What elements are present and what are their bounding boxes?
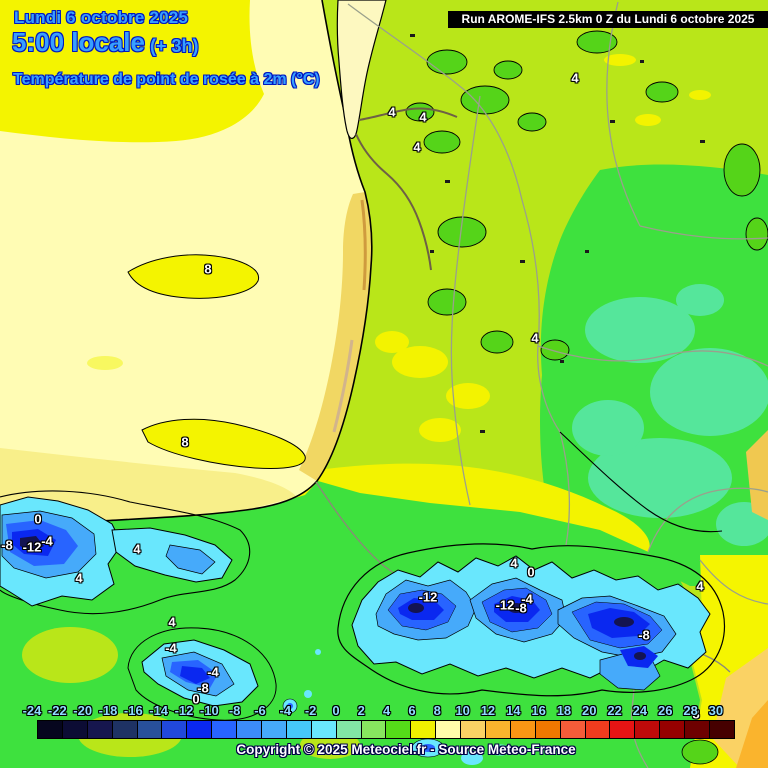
map-value-label: -12 (495, 597, 515, 613)
legend-cell (162, 721, 188, 738)
legend-cell (386, 721, 412, 738)
legend-tick: 12 (480, 703, 496, 718)
legend-cell (62, 721, 88, 738)
legend-cell (461, 721, 487, 738)
time-label: 5:00 locale (12, 27, 145, 57)
legend-cell (685, 721, 711, 738)
legend-tick: -16 (123, 703, 143, 718)
map-value-label: 4 (133, 541, 141, 557)
legend-cell (137, 721, 163, 738)
legend-tick: 28 (683, 703, 698, 718)
legend-cell (660, 721, 686, 738)
date-label: Lundi 6 octobre 2025 (14, 8, 189, 27)
legend-tick: 14 (506, 703, 521, 718)
map-value-label: -4 (165, 640, 177, 656)
map-value-label: 0 (192, 691, 200, 707)
legend-tick: 10 (455, 703, 470, 718)
map-value-label: 8 (181, 434, 189, 450)
legend-tick: 6 (408, 703, 416, 718)
legend-tick: -24 (22, 703, 42, 718)
map-value-label: 4 (388, 104, 396, 120)
map-value-label: 4 (168, 614, 176, 630)
map-value-label: -8 (515, 600, 527, 616)
map-value-label: 4 (419, 109, 427, 125)
map-value-label: -4 (41, 533, 53, 549)
legend-tick: 26 (658, 703, 673, 718)
legend-cell (187, 721, 213, 738)
legend-cell (486, 721, 511, 738)
map-value-label: 4 (531, 330, 539, 346)
legend-tick: 30 (708, 703, 724, 718)
legend-colorbar (37, 720, 735, 739)
map-value-label: 0 (34, 511, 42, 527)
legend-tick: 18 (556, 703, 572, 718)
legend-cell (38, 721, 63, 738)
legend-cell (610, 721, 636, 738)
map-value-label: -4 (521, 591, 533, 607)
legend-cell (535, 721, 561, 738)
legend-tick: 8 (433, 703, 441, 718)
map-value-label: -8 (638, 627, 650, 643)
legend-cell (635, 721, 661, 738)
legend-cell (710, 721, 734, 738)
legend-tick: -22 (47, 703, 67, 718)
map-value-label: 4 (413, 139, 421, 155)
map-value-label: 4 (571, 70, 579, 86)
legend-tick: -4 (279, 703, 292, 718)
legend-tick: 16 (531, 703, 546, 718)
legend-tick: -20 (73, 703, 93, 718)
legend-cell (336, 721, 362, 738)
legend-tick: -6 (254, 703, 266, 718)
map-value-label: 8 (204, 261, 212, 277)
legend-cell (286, 721, 312, 738)
legend-tick: 22 (607, 703, 622, 718)
legend-tick: 20 (582, 703, 597, 718)
map-value-label: 4 (75, 570, 83, 586)
model-run-bar: Run AROME-IFS 2.5km 0 Z du Lundi 6 octob… (448, 11, 768, 28)
legend-cell (585, 721, 611, 738)
legend-cell (237, 721, 263, 738)
legend-cell (510, 721, 536, 738)
legend-cell (361, 721, 387, 738)
legend-tick: 2 (357, 703, 365, 718)
map-value-label: 4 (696, 578, 704, 594)
legend-tick: -8 (228, 703, 241, 718)
parameter-title: Température de point de rosée à 2m (°C) (13, 71, 320, 88)
legend-tick: -10 (199, 703, 219, 718)
map-value-label: -8 (1, 537, 13, 553)
legend-cell (87, 721, 113, 738)
legend-cell (436, 721, 462, 738)
legend-ticks: -24 -22 -20 -18 -16 -14 -12 -10 -8 -6 -4 -2 0 2 4 6 8 10 1… (0, 703, 768, 719)
legend-tick: 0 (332, 703, 340, 718)
legend-tick: -12 (174, 703, 194, 718)
legend-cell (311, 721, 337, 738)
legend-cell (112, 721, 138, 738)
legend-tick: 4 (382, 703, 391, 718)
map-value-label: -4 (207, 664, 219, 680)
legend-tick: 24 (632, 703, 648, 718)
legend-tick: -14 (149, 703, 169, 718)
legend-cell (212, 721, 238, 738)
copyright-label: Copyright © 2025 Meteociel.fr - Source M… (236, 742, 576, 757)
map-value-label: -12 (22, 539, 42, 555)
map-value-label: 8 (692, 706, 700, 722)
legend-cell (560, 721, 586, 738)
map-value-label: 4 (510, 555, 518, 571)
time-offset-label: (+ 3h) (150, 36, 199, 56)
legend-cell (411, 721, 437, 738)
map-value-label: -12 (418, 589, 438, 605)
map-value-label: -8 (197, 680, 209, 696)
map-value-label: 0 (527, 564, 535, 580)
legend-tick: -18 (98, 703, 118, 718)
legend-tick: -2 (304, 703, 317, 718)
legend-cell (262, 721, 287, 738)
